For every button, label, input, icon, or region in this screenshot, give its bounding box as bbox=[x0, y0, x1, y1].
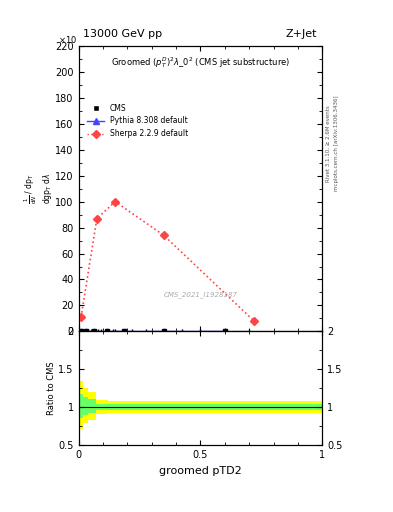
Y-axis label: Ratio to CMS: Ratio to CMS bbox=[47, 361, 55, 415]
Text: 13000 GeV pp: 13000 GeV pp bbox=[83, 29, 163, 39]
Y-axis label: $\frac{1}{\mathrm{d}N}$ / $\mathrm{d}\mathrm{p}_\mathrm{T}$
$\mathrm{d}\mathrm{g: $\frac{1}{\mathrm{d}N}$ / $\mathrm{d}\ma… bbox=[23, 173, 54, 204]
X-axis label: groomed pTD2: groomed pTD2 bbox=[159, 466, 242, 476]
Text: CMS_2021_I1928187: CMS_2021_I1928187 bbox=[163, 291, 237, 297]
Text: mcplots.cern.ch [arXiv:1306.3436]: mcplots.cern.ch [arXiv:1306.3436] bbox=[334, 96, 338, 191]
Text: Rivet 3.1.10, ≥ 2.6M events: Rivet 3.1.10, ≥ 2.6M events bbox=[326, 105, 331, 182]
Text: Groomed $(p_T^D)^2\lambda\_0^2$ (CMS jet substructure): Groomed $(p_T^D)^2\lambda\_0^2$ (CMS jet… bbox=[111, 55, 290, 70]
Legend: CMS, Pythia 8.308 default, Sherpa 2.2.9 default: CMS, Pythia 8.308 default, Sherpa 2.2.9 … bbox=[85, 101, 191, 140]
Text: Z+Jet: Z+Jet bbox=[286, 29, 318, 39]
Text: $\times10$: $\times10$ bbox=[59, 34, 77, 45]
